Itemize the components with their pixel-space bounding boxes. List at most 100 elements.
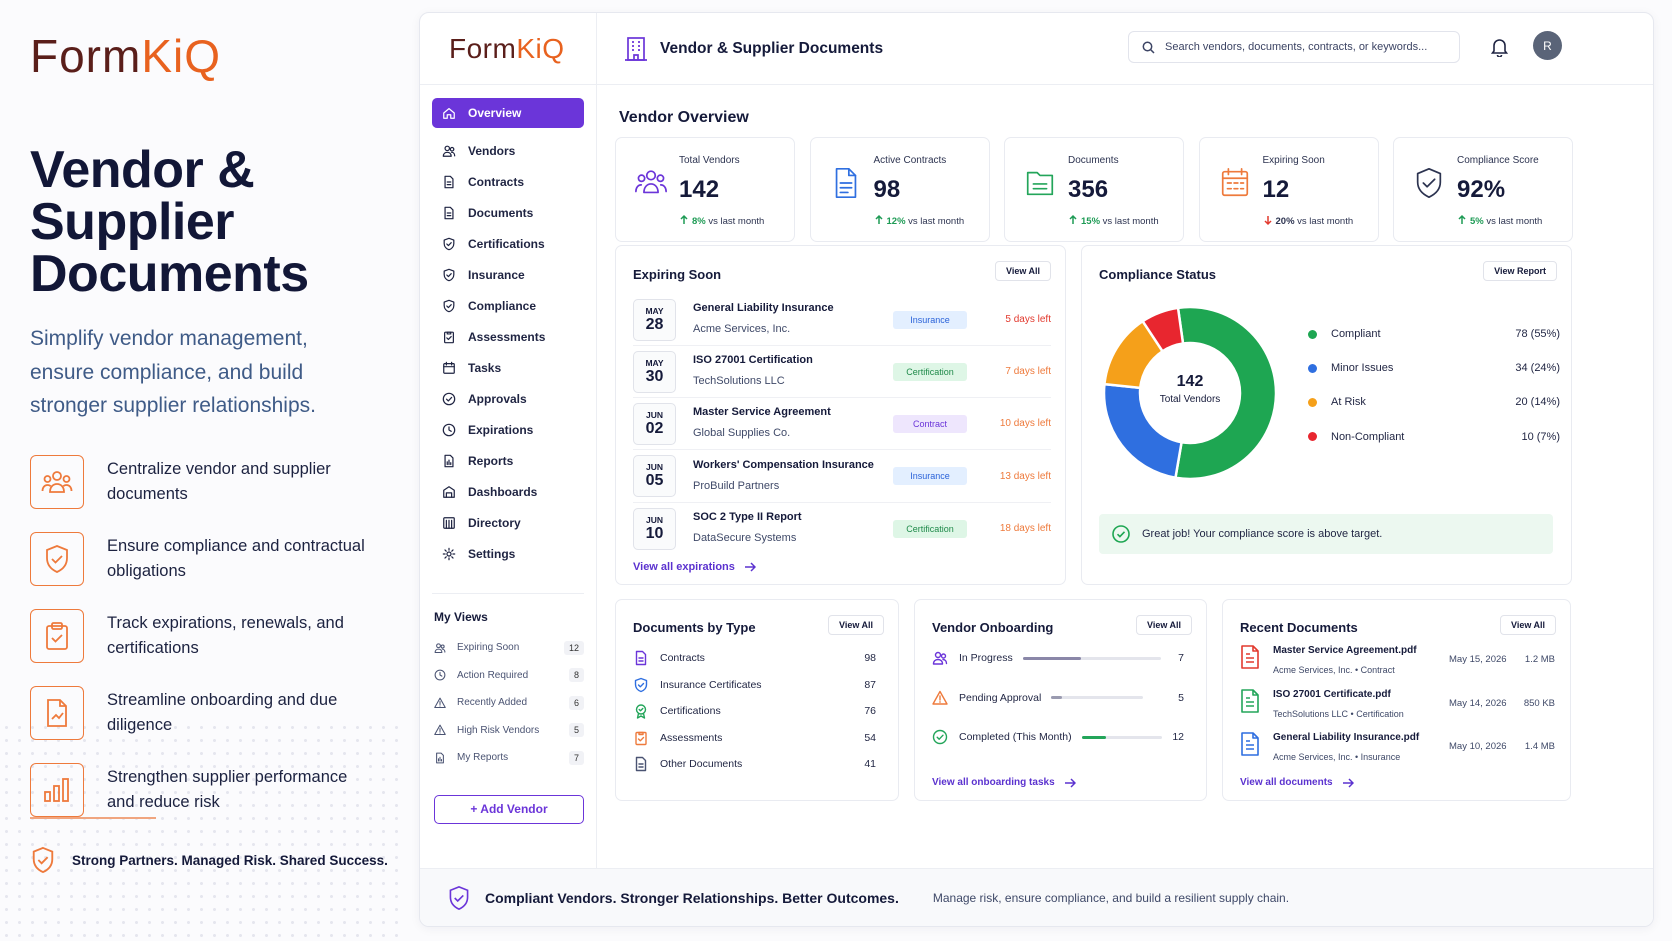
- donut-slice-non-compliant[interactable]: [1140, 306, 1185, 353]
- shield-check-icon: [1416, 167, 1442, 199]
- sidebar-item-vendors[interactable]: Vendors: [432, 135, 584, 166]
- expiring-soon-card: Expiring Soon View All MAY 28 General Liab…: [615, 245, 1066, 585]
- progress-bar: [1081, 735, 1162, 739]
- onboarding-row[interactable]: Completed (This Month) 12: [932, 729, 1184, 745]
- calendar-icon: [443, 361, 455, 374]
- onboarding-view-all-button[interactable]: View All: [1135, 615, 1192, 635]
- onboarding-row[interactable]: In Progress 7: [932, 650, 1184, 666]
- hero-headline: Vendor & Supplier Documents: [30, 141, 309, 303]
- kpi-card-documents[interactable]: Documents 356 15% vs last month: [1004, 137, 1184, 242]
- date-badge: MAY 30: [633, 350, 676, 393]
- divider: [30, 817, 156, 819]
- doc-type-row[interactable]: Contracts 98: [633, 650, 876, 666]
- recent-document-row[interactable]: Master Service Agreement.pdf Acme Service…: [1240, 645, 1555, 678]
- sidebar-item-reports[interactable]: Reports: [432, 445, 584, 476]
- expiring-item[interactable]: MAY 30 ISO 27001 Certification TechSolution…: [633, 346, 1051, 399]
- recent-view-all-button[interactable]: View All: [1499, 615, 1556, 635]
- check-circle-icon: [442, 392, 456, 405]
- sidebar-item-contracts[interactable]: Contracts: [432, 166, 584, 197]
- search-input[interactable]: [1165, 41, 1455, 53]
- sidebar-item-compliance[interactable]: Compliance: [432, 290, 584, 321]
- my-view-item[interactable]: High Risk Vendors 5: [432, 717, 584, 745]
- vendor-name: DataSecure Systems: [693, 532, 797, 545]
- feature-item: Centralize vendor and supplier documents: [30, 444, 405, 521]
- donut-slice-compliant[interactable]: [1174, 305, 1278, 481]
- sidebar-item-documents[interactable]: Documents: [432, 197, 584, 228]
- my-view-item[interactable]: Action Required 8: [432, 662, 584, 690]
- sidebar-item-certifications[interactable]: Certifications: [432, 228, 584, 259]
- clipboard-check-icon: [30, 609, 84, 663]
- sidebar-item-directory[interactable]: Directory: [432, 507, 584, 538]
- my-view-item[interactable]: Recently Added 6: [432, 689, 584, 717]
- my-view-item[interactable]: My Reports 7: [432, 744, 584, 772]
- compliance-status-card: Compliance Status View Report 142 Total …: [1081, 245, 1572, 585]
- expiring-view-all-button[interactable]: View All: [994, 261, 1051, 281]
- count-badge: 5: [568, 723, 584, 738]
- legend-item: At Risk 20 (14%): [1308, 396, 1560, 408]
- count-badge: 6: [568, 695, 584, 710]
- sidebar-item-dashboards[interactable]: Dashboards: [432, 476, 584, 507]
- add-vendor-button[interactable]: + Add Vendor: [434, 794, 584, 824]
- onboarding-row[interactable]: Pending Approval 5: [932, 690, 1184, 706]
- app-window: Form KiQ Overview Vendors Contracts Document…: [419, 12, 1654, 927]
- doc-type-row[interactable]: Assessments 54: [633, 730, 876, 746]
- users-icon: [434, 643, 446, 653]
- recent-docs-title: Recent Documents: [1240, 620, 1358, 635]
- kpi-card-expiring-soon[interactable]: Expiring Soon 12 20% vs last month: [1198, 137, 1379, 242]
- sidebar-item-expirations[interactable]: Expirations: [432, 414, 584, 445]
- sidebar-item-label: Reports: [468, 453, 514, 468]
- docs-view-all-button[interactable]: View All: [827, 615, 884, 635]
- sidebar-item-settings[interactable]: Settings: [432, 538, 584, 569]
- expiring-item[interactable]: MAY 28 General Liability Insurance Acme Ser…: [633, 294, 1051, 346]
- sidebar-item-overview[interactable]: Overview: [432, 98, 584, 128]
- kpi-card-compliance-score[interactable]: Compliance Score 92% 5% vs last month: [1393, 137, 1573, 242]
- main-content: Vendor Overview Total Vendors 142 8% vs la…: [597, 85, 1653, 870]
- file-name: Master Service Agreement.pdf: [1273, 645, 1417, 656]
- recent-document-row[interactable]: ISO 27001 Certificate.pdf TechSolutions L…: [1240, 689, 1555, 722]
- kpi-delta: 5% vs last month: [1457, 214, 1542, 227]
- view-report-button[interactable]: View Report: [1483, 261, 1557, 281]
- sidebar-item-label: Settings: [468, 546, 516, 561]
- doc-type-row[interactable]: Insurance Certificates 87: [633, 677, 876, 693]
- sidebar-item-label: Dashboards: [468, 484, 538, 499]
- expiring-item[interactable]: JUN 05 Workers' Compensation Insurance ProB…: [633, 451, 1051, 503]
- view-onboarding-tasks-link[interactable]: View all onboarding tasks: [932, 777, 1076, 788]
- view-all-documents-link[interactable]: View all documents: [1240, 777, 1354, 788]
- recent-documents-card: Recent Documents View All Master Service…: [1222, 599, 1571, 801]
- search-box[interactable]: [1128, 31, 1460, 63]
- document-name: General Liability Insurance: [693, 302, 834, 314]
- view-all-expirations-link[interactable]: View all expirations: [633, 561, 756, 573]
- type-tag: Certification: [893, 362, 967, 381]
- doc-type-row[interactable]: Certifications 76: [633, 703, 876, 719]
- kpi-card-active-contracts[interactable]: Active Contracts 98 12% vs last month: [809, 137, 990, 242]
- sidebar-item-tasks[interactable]: Tasks: [432, 352, 584, 383]
- kpi-card-total-vendors[interactable]: Total Vendors 142 8% vs last month: [615, 137, 795, 242]
- dot-pattern: [0, 721, 400, 941]
- recent-document-row[interactable]: General Liability Insurance.pdf Acme Serv…: [1240, 732, 1555, 765]
- legend-item: Non-Compliant 10 (7%): [1308, 431, 1560, 443]
- file-name: General Liability Insurance.pdf: [1273, 732, 1420, 743]
- app-logo[interactable]: Form KiQ: [420, 13, 596, 85]
- my-view-item[interactable]: Expiring Soon 12: [432, 634, 584, 662]
- doc-count: 76: [864, 705, 876, 717]
- kpi-label: Compliance Score: [1457, 155, 1539, 166]
- clock-icon: [442, 423, 456, 436]
- avatar[interactable]: R: [1533, 31, 1562, 60]
- expiring-item[interactable]: JUN 02 Master Service Agreement Global Supp…: [633, 398, 1051, 451]
- sidebar-item-approvals[interactable]: Approvals: [432, 383, 584, 414]
- expiring-item[interactable]: JUN 10 SOC 2 Type II Report DataSecure Syst…: [633, 503, 1051, 555]
- pdf-file-icon: [1241, 688, 1259, 713]
- vendor-name: ProBuild Partners: [693, 479, 780, 492]
- folder-icon: [1026, 171, 1054, 196]
- dashboard-icon: [443, 485, 455, 498]
- sidebar-item-assessments[interactable]: Assessments: [432, 321, 584, 352]
- doc-type-row[interactable]: Other Documents 41: [633, 756, 876, 772]
- days-left: 10 days left: [999, 418, 1051, 430]
- users-icon: [442, 145, 456, 157]
- sidebar-item-insurance[interactable]: Insurance: [432, 259, 584, 290]
- check-circle-icon: [1112, 525, 1130, 543]
- bell-icon[interactable]: [1490, 37, 1509, 57]
- docs-by-type-title: Documents by Type: [633, 620, 756, 635]
- arrow-down-icon: [1263, 216, 1272, 226]
- date-badge: JUN 02: [633, 402, 676, 445]
